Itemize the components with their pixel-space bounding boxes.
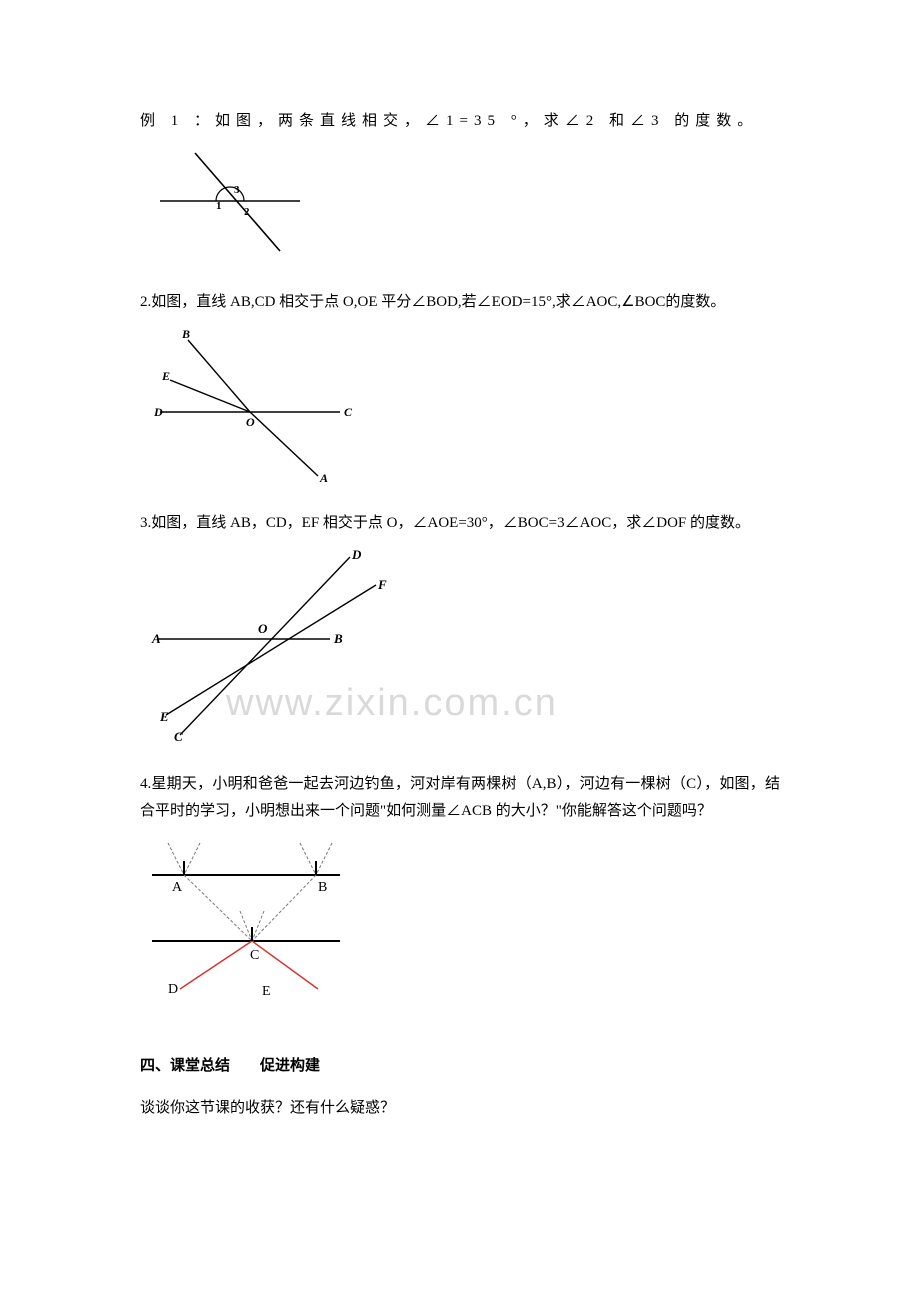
svg-text:A: A bbox=[151, 631, 161, 646]
svg-text:D: D bbox=[351, 547, 362, 562]
problem-4-diagram: A B C D E bbox=[140, 833, 780, 1013]
svg-text:2: 2 bbox=[244, 206, 250, 218]
problem-3-text: 3.如图，直线 AB，CD，EF 相交于点 O，∠AOE=30°，∠BOC=3∠… bbox=[140, 510, 780, 537]
svg-text:O: O bbox=[246, 415, 255, 429]
svg-text:C: C bbox=[174, 729, 183, 744]
svg-text:B: B bbox=[181, 327, 190, 341]
svg-text:3: 3 bbox=[234, 184, 240, 196]
problem-1-text: 例 1 ：如图，两条直线相交，∠1=35 °，求∠2 和∠3 的度数。 bbox=[140, 108, 780, 135]
problem-1-diagram: 31 2 bbox=[140, 143, 780, 273]
svg-text:D: D bbox=[153, 405, 163, 419]
svg-text:E: E bbox=[262, 984, 271, 999]
problem-3-diagram: DF O A B EC bbox=[150, 545, 780, 755]
section-question: 谈谈你这节课的收获？还有什么疑惑？ bbox=[140, 1095, 780, 1122]
svg-text:D: D bbox=[168, 982, 178, 997]
problem-2-text: 2.如图，直线 AB,CD 相交于点 O,OE 平分∠BOD,若∠EOD=15°… bbox=[140, 289, 780, 316]
svg-text:A: A bbox=[172, 880, 183, 895]
svg-text:C: C bbox=[250, 948, 259, 963]
svg-text:E: E bbox=[159, 709, 169, 724]
svg-text:B: B bbox=[333, 631, 343, 646]
svg-text:B: B bbox=[318, 880, 327, 895]
svg-text:1: 1 bbox=[216, 200, 222, 212]
svg-text:A: A bbox=[319, 471, 328, 484]
svg-text:F: F bbox=[377, 577, 387, 592]
svg-text:C: C bbox=[344, 405, 353, 419]
svg-text:O: O bbox=[258, 621, 268, 636]
svg-text:E: E bbox=[161, 369, 170, 383]
problem-4-text: 4.星期天，小明和爸爸一起去河边钓鱼，河对岸有两棵树（A,B），河边有一棵树（C… bbox=[140, 771, 780, 825]
problem-2-diagram: B E D C O A bbox=[140, 324, 780, 494]
section-title: 四、课堂总结 促进构建 bbox=[140, 1053, 780, 1080]
